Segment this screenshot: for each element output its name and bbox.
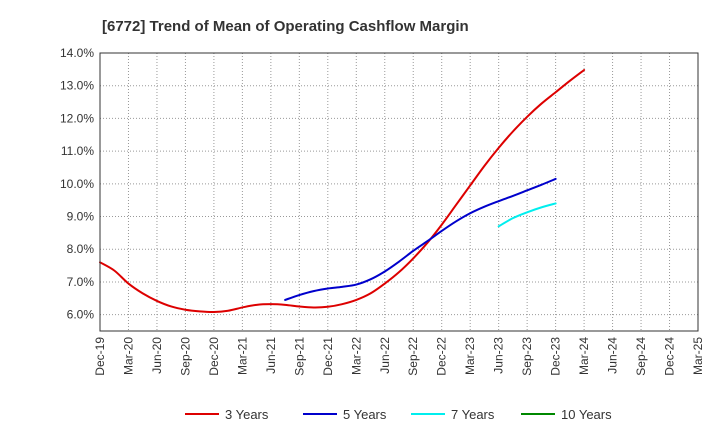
series-line-7-years	[497, 202, 557, 228]
legend-label-5-years: 5 Years	[343, 407, 387, 422]
x-axis: Dec-19 Mar-20 Jun-20 Sep-20 Dec-20 Mar-21 Jun-…	[93, 337, 705, 376]
y-axis: 6.0% 7.0% 8.0% 9.0% 10.0% 11.0% 12.0% 13.0% 14.0…	[60, 46, 94, 322]
x-tick-label: Mar-21	[235, 337, 249, 375]
x-tick-label: Sep-23	[520, 337, 534, 376]
series-lines	[99, 69, 586, 314]
x-tick-label: Jun-23	[492, 337, 506, 374]
x-tick-label: Dec-24	[663, 337, 677, 376]
x-tick-label: Jun-21	[264, 337, 278, 374]
x-tick-label: Dec-22	[435, 337, 449, 376]
y-tick-label: 11.0%	[61, 144, 94, 158]
x-tick-label: Dec-21	[321, 337, 335, 376]
x-tick-label: Dec-20	[207, 337, 221, 376]
x-tick-label: Jun-22	[378, 337, 392, 374]
x-tick-label: Sep-21	[292, 337, 306, 376]
x-tick-label: Mar-22	[349, 337, 363, 375]
y-tick-label: 9.0%	[67, 210, 95, 224]
series-line-5-years	[284, 177, 557, 301]
legend: 3 Years 5 Years 7 Years 10 Years	[185, 407, 612, 422]
y-tick-label: 10.0%	[60, 177, 94, 191]
y-tick-label: 13.0%	[60, 79, 94, 93]
x-tick-label: Mar-23	[463, 337, 477, 375]
x-tick-label: Dec-19	[93, 337, 107, 376]
y-tick-label: 8.0%	[67, 242, 95, 256]
x-tick-label: Mar-20	[121, 337, 135, 375]
y-tick-label: 12.0%	[60, 111, 94, 125]
y-tick-label: 7.0%	[67, 275, 95, 289]
x-tick-label: Jun-24	[606, 337, 620, 374]
grid	[100, 52, 698, 331]
chart-title: [6772] Trend of Mean of Operating Cashfl…	[102, 18, 469, 35]
legend-label-10-years: 10 Years	[561, 407, 612, 422]
plot-frame	[99, 52, 699, 332]
x-tick-label: Sep-24	[634, 337, 648, 376]
y-tick-label: 14.0%	[60, 46, 94, 60]
x-tick-label: Dec-23	[549, 337, 563, 376]
x-tick-label: Mar-25	[691, 337, 705, 375]
x-tick-label: Sep-22	[406, 337, 420, 376]
y-tick-label: 6.0%	[67, 308, 95, 322]
legend-label-7-years: 7 Years	[451, 407, 495, 422]
x-tick-label: Sep-20	[178, 337, 192, 376]
series-line-3-years	[99, 69, 586, 314]
x-tick-label: Jun-20	[150, 337, 164, 374]
legend-label-3-years: 3 Years	[225, 407, 269, 422]
x-tick-label: Mar-24	[577, 337, 591, 375]
